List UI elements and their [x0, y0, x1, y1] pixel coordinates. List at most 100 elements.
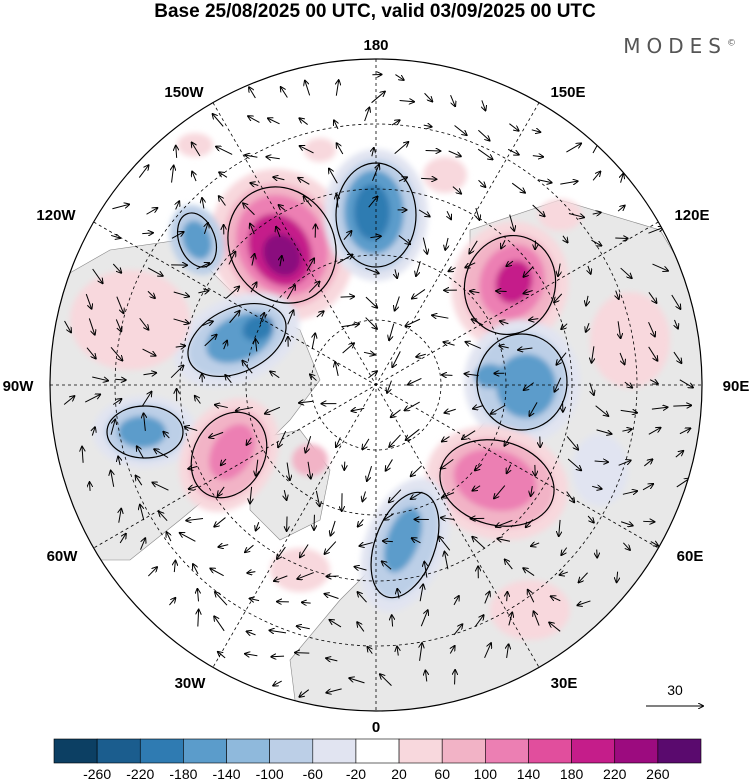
- wind-arrow: [284, 490, 286, 500]
- wind-arrow: [432, 315, 449, 318]
- brand-mark: ©: [727, 38, 736, 49]
- colorbar-tick-label: 100: [474, 766, 498, 782]
- wind-arrow: [418, 209, 430, 217]
- wind-arrow: [465, 262, 476, 268]
- anomaly-blob: [490, 580, 570, 640]
- colorbar-swatch: [226, 738, 270, 764]
- wind-arrow: [180, 533, 196, 542]
- wind-arrow: [221, 458, 227, 465]
- wind-arrow: [277, 546, 286, 559]
- anomaly-blob: [70, 270, 190, 370]
- anomaly-blob: [590, 292, 670, 388]
- wind-arrow: [472, 485, 481, 491]
- wind-arrow: [170, 365, 183, 379]
- wind-arrow: [648, 346, 658, 361]
- wind-arrow: [312, 333, 315, 350]
- wind-arrow: [622, 429, 631, 431]
- wind-arrow: [256, 459, 258, 476]
- wind-arrow: [382, 561, 392, 570]
- wind-arrow: [336, 80, 338, 96]
- wind-arrow: [500, 321, 509, 324]
- wind-arrow: [141, 392, 151, 407]
- wind-arrow: [204, 223, 208, 235]
- wind-arrow: [316, 311, 324, 318]
- wind-arrow: [201, 321, 213, 327]
- anomaly-contours: [106, 162, 568, 599]
- wind-arrow: [306, 258, 314, 272]
- wind-vectors: [63, 74, 693, 696]
- wind-arrow: [336, 437, 341, 447]
- wind-arrow: [496, 291, 507, 292]
- wind-arrow: [648, 321, 655, 336]
- wind-arrow: [405, 318, 421, 326]
- wind-arrow: [472, 319, 484, 326]
- wind-arrow: [452, 186, 461, 194]
- wind-arrow: [138, 165, 148, 178]
- colorbar-tick-label: 220: [603, 766, 627, 782]
- wind-arrow: [509, 214, 515, 231]
- colorbar-swatch: [614, 738, 659, 764]
- colorbar: -260 -220 -180 -140 -100 -60 -20 20 60 100 140 180 2…: [53, 738, 702, 782]
- wind-arrow: [561, 323, 568, 329]
- map-title: Base 25/08/2025 00 UTC, valid 03/09/2025…: [154, 1, 596, 22]
- wind-arrow: [302, 602, 311, 603]
- wind-arrow: [299, 401, 314, 403]
- wind-arrow: [110, 346, 122, 360]
- map-boundary: [49, 58, 703, 712]
- wind-arrow: [617, 206, 625, 212]
- wind-arrow: [652, 263, 667, 271]
- wind-arrow: [334, 120, 338, 130]
- wind-arrow: [620, 410, 637, 412]
- wind-arrow: [532, 204, 545, 216]
- wind-arrow: [509, 123, 518, 131]
- wind-arrow: [219, 196, 226, 206]
- wind-arrow: [358, 519, 364, 526]
- wind-arrow: [412, 289, 426, 298]
- wind-arrow: [192, 172, 196, 182]
- wind-arrow: [392, 615, 393, 627]
- wind-arrow: [341, 324, 359, 327]
- wind-arrow: [507, 148, 519, 154]
- wind-arrow: [424, 92, 433, 101]
- anomaly-blob: [118, 416, 166, 448]
- wind-arrow: [524, 382, 535, 390]
- wind-arrow: [273, 177, 285, 180]
- wind-arrow: [387, 380, 392, 393]
- wind-arrow: [395, 74, 403, 80]
- wind-arrow: [163, 432, 170, 439]
- wind-arrow: [337, 255, 352, 264]
- wind-arrow: [507, 644, 509, 659]
- wind-arrow: [496, 519, 513, 526]
- wind-arrow: [406, 428, 420, 440]
- wind-arrow: [336, 194, 338, 208]
- wind-arrow: [462, 430, 476, 439]
- wind-arrow: [88, 318, 94, 334]
- wind-arrow: [195, 396, 201, 404]
- anomaly-blob: [572, 434, 628, 506]
- wind-arrow: [365, 267, 378, 273]
- wind-arrow: [566, 143, 581, 153]
- wind-arrow: [63, 396, 74, 405]
- wind-arrow: [175, 346, 185, 347]
- wind-arrow: [225, 375, 232, 384]
- wind-arrow: [455, 670, 456, 685]
- wind-arrow: [279, 205, 286, 211]
- wind-arrow: [441, 458, 454, 468]
- wind-arrow: [171, 232, 184, 239]
- wind-arrow: [349, 678, 365, 684]
- colorbar-tick-label: 260: [646, 766, 670, 782]
- wind-arrow: [622, 491, 637, 494]
- wind-arrow: [615, 238, 627, 239]
- wind-arrow: [472, 537, 486, 549]
- colorbar-tick-label: -60: [303, 766, 323, 782]
- wind-arrow: [563, 235, 568, 243]
- label-60e: 60E: [677, 548, 704, 565]
- wind-arrow: [326, 688, 342, 693]
- wind-arrow: [679, 428, 690, 435]
- colorbar-swatch: [528, 738, 572, 764]
- label-180: 180: [363, 37, 388, 54]
- wind-arrow: [671, 294, 681, 309]
- wind-arrow: [218, 545, 229, 547]
- map-disk: [50, 59, 702, 711]
- wind-arrow: [247, 437, 252, 445]
